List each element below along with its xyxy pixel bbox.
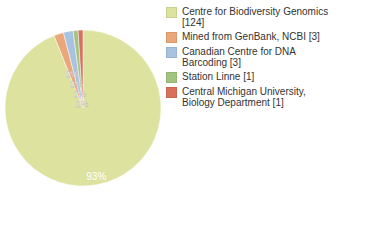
legend-label: Mined from GenBank, NCBI [3]	[182, 31, 340, 42]
data-label: 93%	[86, 171, 106, 182]
legend-label: Central Michigan University, Biology Dep…	[182, 86, 340, 108]
legend-item: Centre for Biodiversity Genomics [124]	[166, 6, 371, 28]
legend: Centre for Biodiversity Genomics [124] Mi…	[166, 6, 371, 108]
legend-swatch	[166, 7, 177, 18]
legend-item: Canadian Centre for DNA Barcoding [3]	[166, 46, 371, 68]
legend-swatch	[166, 72, 177, 83]
legend-item: Central Michigan University, Biology Dep…	[166, 86, 371, 108]
data-label: 2%	[70, 79, 83, 89]
slice-labels: 93%2%2%1%1%	[66, 69, 107, 182]
legend-swatch	[166, 47, 177, 58]
legend-swatch	[166, 32, 177, 43]
legend-label: Centre for Biodiversity Genomics [124]	[182, 6, 340, 28]
slice	[5, 30, 161, 186]
data-label: 2%	[66, 69, 79, 79]
slices	[5, 30, 161, 186]
data-label: 1%	[75, 99, 88, 109]
legend-label: Canadian Centre for DNA Barcoding [3]	[182, 46, 340, 68]
pie-area: 93%2%2%1%1%	[0, 0, 170, 240]
data-label: 1%	[73, 89, 86, 99]
legend-item: Station Linne [1]	[166, 71, 371, 83]
legend-swatch	[166, 87, 177, 98]
legend-label: Station Linne [1]	[182, 71, 340, 82]
legend-item: Mined from GenBank, NCBI [3]	[166, 31, 371, 43]
